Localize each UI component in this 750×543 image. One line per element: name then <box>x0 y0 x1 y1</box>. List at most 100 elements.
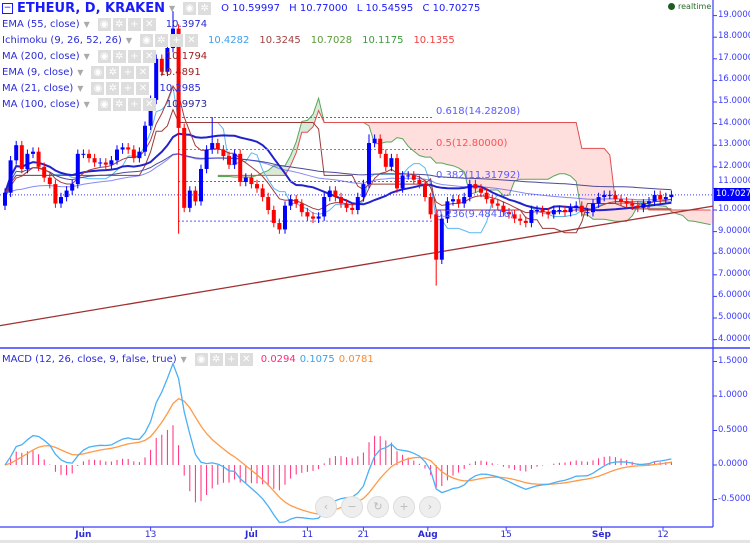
candle-body <box>540 210 545 213</box>
candle <box>367 134 371 189</box>
macd-y-tick-label: 1.5000 <box>718 355 748 366</box>
plus-icon[interactable]: + <box>121 82 135 95</box>
candle-body <box>70 184 75 191</box>
eye-icon[interactable]: ◉ <box>97 98 111 111</box>
chevron-down-icon[interactable]: ▼ <box>125 36 132 45</box>
collapse-icon[interactable]: − <box>2 3 13 14</box>
plus-icon[interactable]: + <box>121 66 135 79</box>
scroll-left-button[interactable]: ‹ <box>315 496 337 518</box>
y-tick-label: 9.00000 <box>718 225 750 236</box>
candle-body <box>501 205 506 213</box>
candle <box>563 205 567 217</box>
eye-icon[interactable]: ◉ <box>91 82 105 95</box>
zoom-out-button[interactable]: − <box>341 496 363 518</box>
gear-icon[interactable]: ✲ <box>112 50 126 63</box>
gear-icon[interactable]: ✲ <box>209 353 223 366</box>
chevron-down-icon[interactable]: ▼ <box>83 52 90 61</box>
indicator-legend[interactable]: MA (21, close) ▼ ◉ ✲ + ✕ 10.2985 <box>2 82 201 95</box>
close-icon[interactable]: ✕ <box>142 18 156 31</box>
indicator-legend[interactable]: Ichimoku (9, 26, 52, 26) ▼ ◉ ✲ + ✕ 10.4282 10.3… <box>2 34 455 47</box>
candle-body <box>288 199 293 206</box>
eye-icon[interactable]: ◉ <box>183 2 197 15</box>
candle-body <box>283 205 287 230</box>
eye-icon[interactable]: ◉ <box>91 66 105 79</box>
ichimoku-cloud-segment <box>531 122 537 180</box>
close-icon[interactable]: ✕ <box>136 66 150 79</box>
gear-icon[interactable]: ✲ <box>155 34 168 47</box>
plus-icon[interactable]: + <box>127 18 141 31</box>
macd-legend[interactable]: MACD (12, 26, close, 9, false, true) ▼ ◉… <box>2 353 374 366</box>
ichimoku-cloud-segment <box>486 122 493 191</box>
chevron-down-icon[interactable]: ▼ <box>83 20 90 29</box>
gear-icon[interactable]: ✲ <box>198 2 212 15</box>
chevron-down-icon[interactable]: ▼ <box>77 84 84 93</box>
eye-icon[interactable]: ◉ <box>194 353 208 366</box>
chevron-down-icon[interactable]: ▼ <box>169 4 176 13</box>
ma21-line <box>4 132 672 212</box>
candle-body <box>81 153 86 155</box>
candle-body <box>658 194 663 200</box>
ichimoku-cloud-segment <box>682 210 689 221</box>
ichimoku-cloud-segment <box>262 170 269 176</box>
scroll-right-button[interactable]: › <box>419 496 441 518</box>
candle <box>227 151 231 169</box>
ichimoku-cloud-segment <box>397 122 403 139</box>
indicator-legend[interactable]: MA (200, close) ▼ ◉ ✲ + ✕ 10.1794 <box>2 50 207 63</box>
candle-body <box>299 203 304 213</box>
close-icon[interactable]: ✕ <box>142 98 156 111</box>
candle-body <box>411 175 416 180</box>
indicator-legend[interactable]: EMA (9, close) ▼ ◉ ✲ + ✕ 10.4891 <box>2 66 201 79</box>
chevron-down-icon[interactable]: ▼ <box>77 68 84 77</box>
y-tick-label: 11.00000 <box>718 176 750 187</box>
close-icon[interactable]: ✕ <box>136 82 150 95</box>
reset-button[interactable]: ↻ <box>367 496 389 518</box>
y-tick-label: 14.00000 <box>718 117 750 128</box>
gear-icon[interactable]: ✲ <box>112 18 126 31</box>
eye-icon[interactable]: ◉ <box>140 34 153 47</box>
candle-body <box>14 145 19 161</box>
plus-icon[interactable]: + <box>127 50 141 63</box>
plus-icon[interactable]: + <box>127 98 141 111</box>
candle-body <box>350 207 355 210</box>
gear-icon[interactable]: ✲ <box>106 66 120 79</box>
candle-body <box>467 184 472 198</box>
candle-body <box>98 162 103 164</box>
candle <box>439 214 444 264</box>
y-tick-label: 5.00000 <box>718 312 750 322</box>
candle-body <box>557 210 562 211</box>
candle <box>333 186 338 202</box>
candle <box>70 179 75 195</box>
eye-icon[interactable]: ◉ <box>97 18 111 31</box>
gear-icon[interactable]: ✲ <box>112 98 126 111</box>
candle <box>344 199 349 213</box>
plus-icon[interactable]: + <box>224 353 238 366</box>
indicator-legend[interactable]: MA (100, close) ▼ ◉ ✲ + ✕ 10.9973 <box>2 98 207 111</box>
close-icon[interactable]: ✕ <box>239 353 253 366</box>
candle-body <box>271 210 276 223</box>
gear-icon[interactable]: ✲ <box>106 82 120 95</box>
candle <box>165 43 170 77</box>
candle <box>568 203 573 217</box>
candle <box>210 117 215 154</box>
symbol-legend[interactable]: − ETHEUR, D, KRAKEN ▼ ◉ ✲ O 10.59997 H 10… <box>2 1 480 16</box>
close-icon[interactable]: ✕ <box>185 34 198 47</box>
candle <box>495 199 500 210</box>
candle <box>14 140 19 165</box>
close-icon[interactable]: ✕ <box>142 50 156 63</box>
candle <box>350 203 355 215</box>
ma100-line <box>4 153 672 197</box>
candle <box>199 164 203 206</box>
status-dot-icon <box>668 3 675 10</box>
ichimoku-cloud-segment <box>509 122 515 196</box>
ichimoku-cloud-segment <box>469 122 476 195</box>
chevron-down-icon[interactable]: ▼ <box>180 355 187 364</box>
indicator-legend[interactable]: EMA (55, close) ▼ ◉ ✲ + ✕ 10.3974 <box>2 18 207 31</box>
plus-icon[interactable]: + <box>170 34 183 47</box>
zoom-in-button[interactable]: + <box>393 496 415 518</box>
ma200-line <box>0 205 714 327</box>
eye-icon[interactable]: ◉ <box>97 50 111 63</box>
chevron-down-icon[interactable]: ▼ <box>83 100 90 109</box>
candle <box>652 190 657 206</box>
candle <box>647 197 651 208</box>
